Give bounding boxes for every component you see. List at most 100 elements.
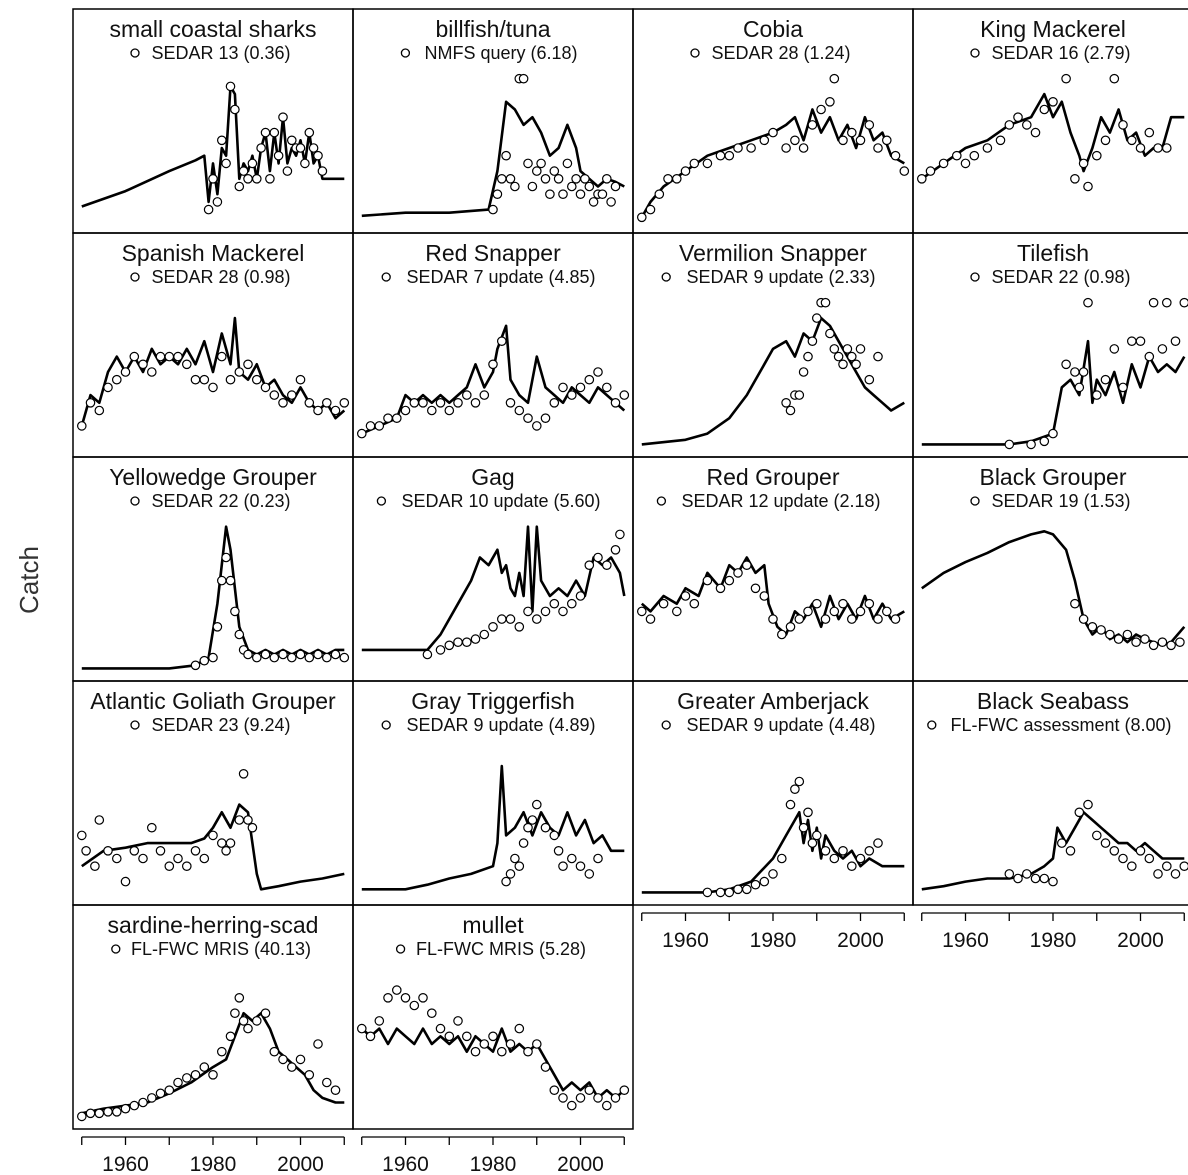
data-point [873,614,883,624]
data-point [1048,428,1058,439]
data-point [330,405,341,416]
data-point [409,397,420,408]
data-point [190,660,201,671]
data-point [247,822,258,833]
data-point [422,649,433,660]
data-point [182,861,192,871]
data-point [1092,150,1102,161]
data-point [527,181,538,192]
series-line [81,1011,345,1115]
data-point [1061,73,1071,84]
data-point [536,158,546,169]
data-point [1170,336,1181,346]
data-point [702,158,713,169]
panel-frame [912,680,1188,906]
data-point [286,652,297,663]
data-point [1148,297,1159,308]
data-point [566,598,577,609]
tick-label: 1960 [382,1153,429,1175]
panel-title: Yellowedge Grouper [109,464,317,490]
x-axis-1: 1960 1980 2000 [81,1136,345,1175]
data-point [374,1016,385,1026]
data-point [566,853,577,864]
data-point [566,390,577,400]
data-point [1131,637,1141,647]
data-point [606,197,616,207]
data-point [330,1085,341,1095]
data-point [212,621,223,632]
data-point [77,421,87,431]
data-point [864,598,875,609]
panel-title: Atlantic Goliath Grouper [90,688,336,714]
data-point [444,405,455,416]
data-point [238,768,249,779]
data-point [488,204,498,215]
data-point [1096,625,1106,635]
data-point [112,374,122,385]
data-point [286,390,297,400]
data-point [217,1046,227,1057]
data-point [199,1062,210,1072]
data-point [549,598,560,609]
panel-source: SEDAR 9 update (4.48) [686,715,875,735]
panel-frame [352,904,634,1130]
data-point [523,158,533,169]
data-point [531,166,542,176]
data-point [785,405,796,416]
data-point [313,649,323,660]
data-point [523,606,533,617]
data-point [781,397,791,408]
data-point [120,367,131,377]
data-point [982,143,993,153]
data-point [453,637,463,647]
data-point [173,1077,183,1088]
data-point [278,112,288,122]
panel-source: SEDAR 23 (9.24) [151,715,290,735]
tick-label: 1960 [662,929,709,952]
legend-marker [400,48,411,58]
data-point [1153,869,1163,879]
data-point [260,1008,271,1018]
data-point [733,568,743,578]
data-point [785,799,796,810]
data-point [435,397,446,408]
data-point [1105,629,1115,640]
data-point [321,1077,332,1088]
data-point [807,120,818,130]
data-point [260,127,271,138]
data-point [453,1016,463,1026]
data-point [295,649,306,660]
x-axis-4: 1960 1980 2000 [921,912,1185,952]
data-point [94,405,105,416]
data-point [138,853,148,864]
data-point [558,189,568,199]
data-point [820,845,831,856]
data-point [182,1073,192,1083]
data-point [558,606,568,617]
data-point [1065,845,1076,856]
data-point [269,390,280,400]
data-point [846,861,857,871]
data-point [1022,869,1032,879]
data-point [733,884,743,895]
data-point [278,397,288,408]
data-point [1109,73,1120,84]
data-point [221,158,231,169]
data-point [514,621,525,632]
data-point [715,150,726,161]
data-point [238,166,249,176]
x-axis-2: 1960 1980 2000 [361,1136,625,1175]
data-point [584,374,595,385]
data-point [501,150,511,161]
data-point [234,181,245,192]
data-point [147,822,157,833]
data-point [391,985,402,995]
data-point [1118,382,1128,393]
data-point [147,367,157,377]
